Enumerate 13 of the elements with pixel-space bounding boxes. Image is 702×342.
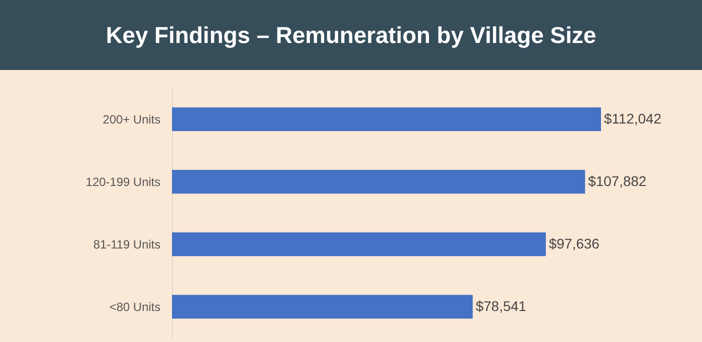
y-tick-label: 120-199 Units — [86, 174, 160, 189]
data-label: $78,541 — [476, 298, 527, 314]
bar — [172, 170, 586, 194]
y-tick-label: <80 Units — [109, 300, 160, 314]
bar — [172, 107, 601, 132]
data-label: $107,882 — [588, 172, 647, 189]
bar — [172, 232, 546, 256]
data-label: $112,042 — [604, 110, 662, 126]
data-label: $97,636 — [548, 235, 600, 252]
chart-title: Key Findings – Remuneration by Village Size — [0, 0, 702, 70]
y-tick-label: 81-119 Units — [93, 237, 160, 252]
y-tick-label: 200+ Units — [102, 112, 160, 126]
bar — [172, 294, 473, 319]
